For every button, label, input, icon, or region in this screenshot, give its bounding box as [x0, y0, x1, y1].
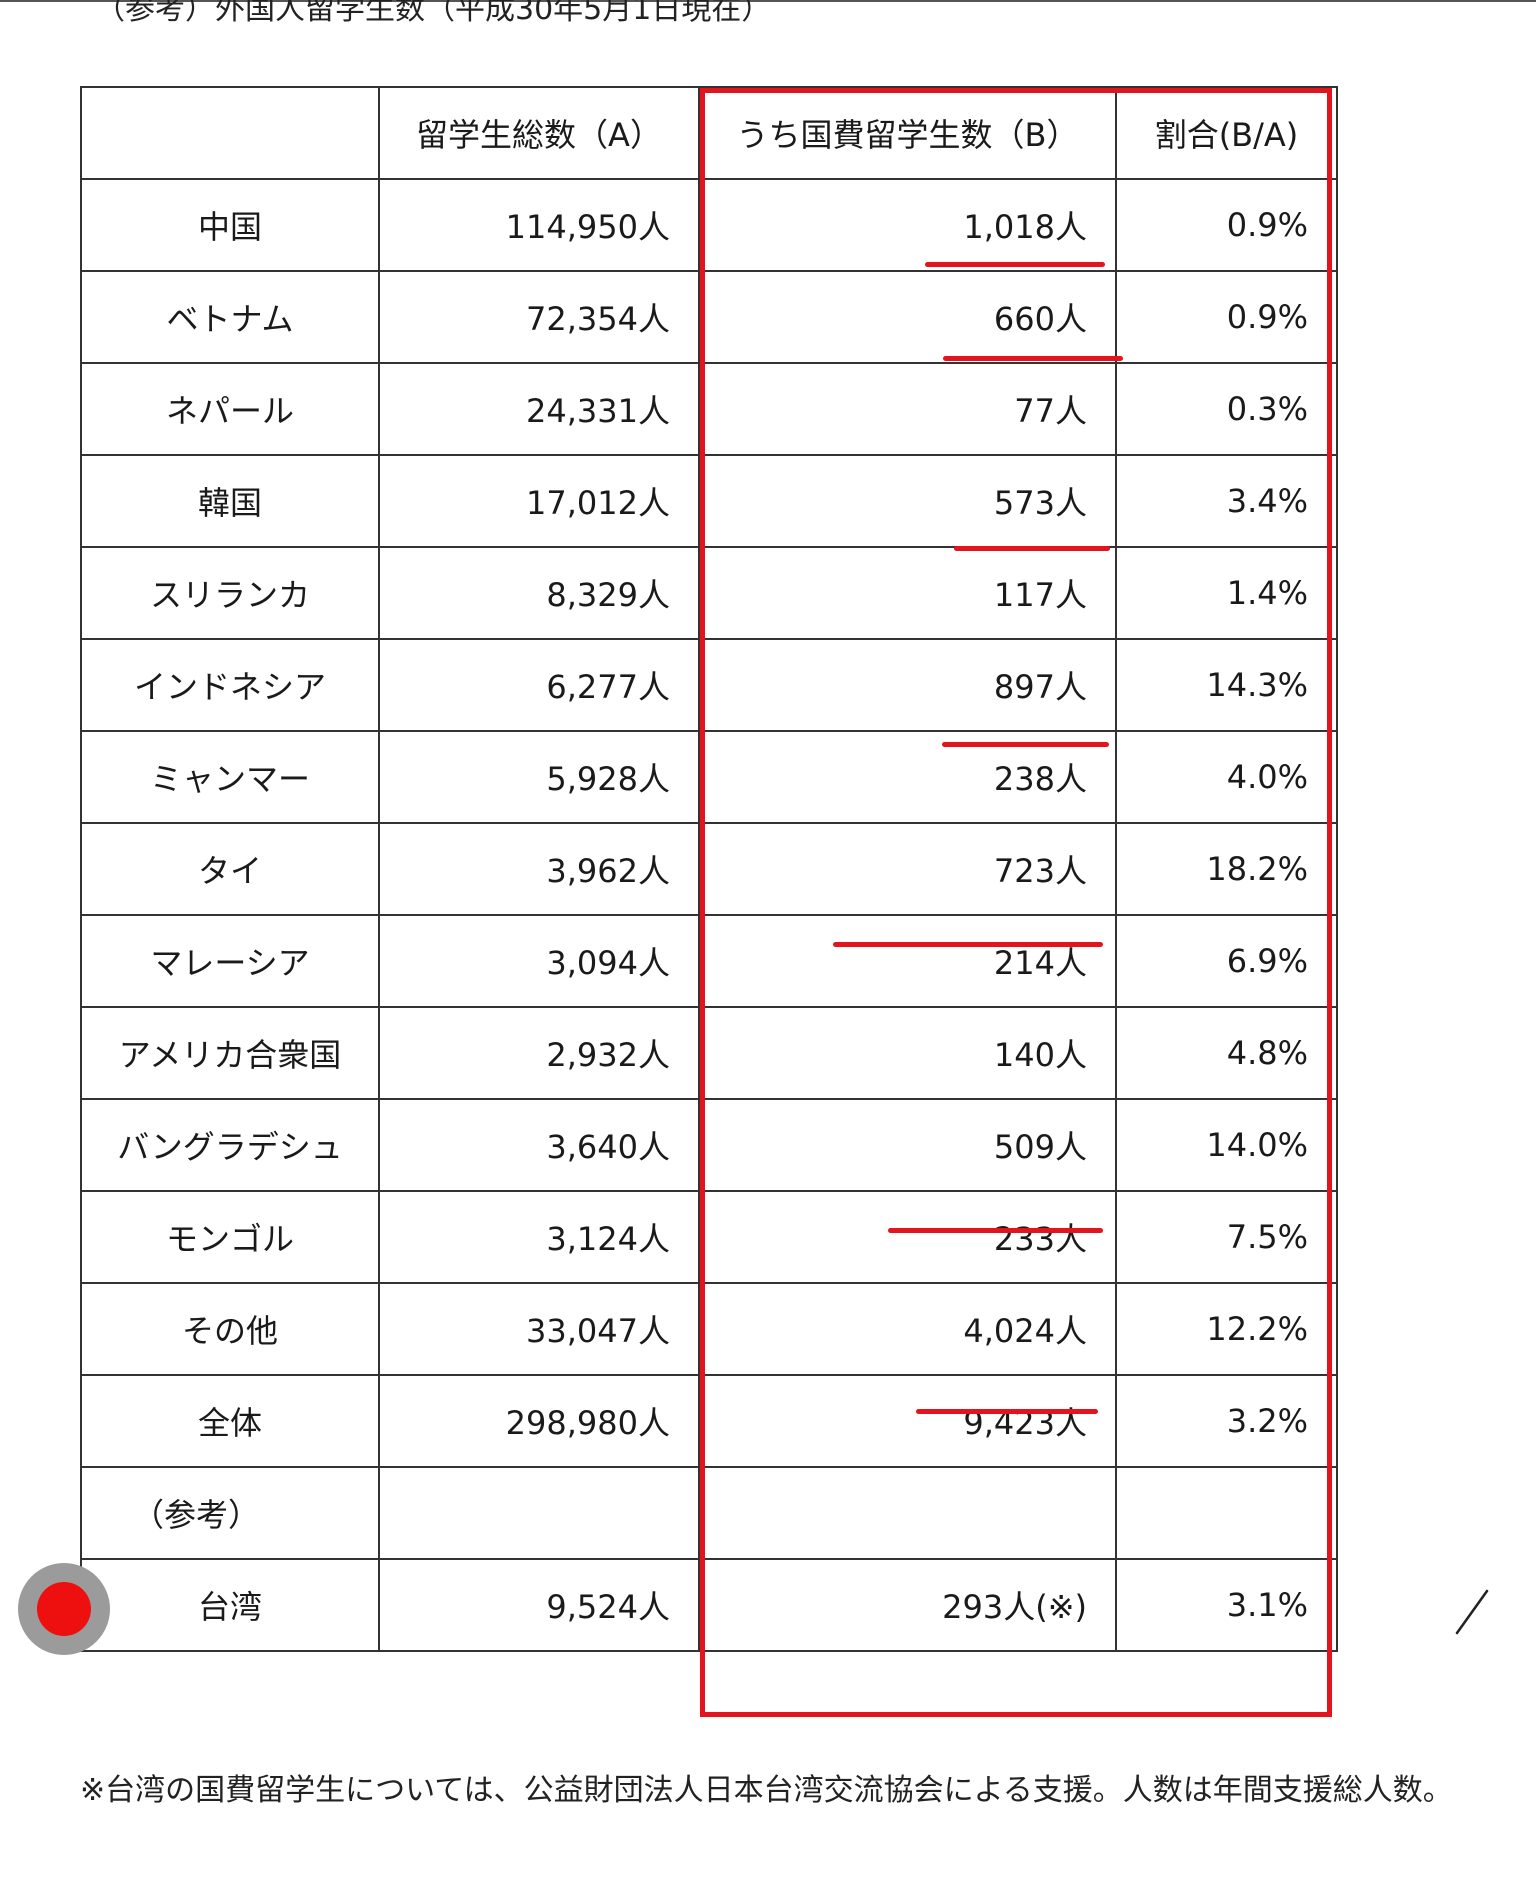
header-country: [80, 86, 380, 180]
header-govt-b: うち国費留学生数（B）: [698, 86, 1117, 180]
cell-govt-b: 233人: [698, 1190, 1117, 1284]
cell-ratio: 0.9%: [1115, 270, 1338, 364]
table-row: 韓国 17,012人 573人 3.4%: [80, 454, 1338, 548]
record-icon: [37, 1582, 91, 1636]
cell-govt-b: [698, 1466, 1117, 1560]
header-row: 留学生総数（A） うち国費留学生数（B） 割合(B/A): [80, 86, 1338, 180]
cell-country: （参考）: [80, 1466, 380, 1560]
table-row: ベトナム 72,354人 660人 0.9%: [80, 270, 1338, 364]
cell-ratio: [1115, 1466, 1338, 1560]
cell-govt-b: 4,024人: [698, 1282, 1117, 1376]
cell-country: その他: [80, 1282, 380, 1376]
cell-ratio: 0.9%: [1115, 178, 1338, 272]
table-row: （参考）: [80, 1466, 1338, 1560]
pen-stroke-icon[interactable]: [1454, 1588, 1490, 1636]
cell-ratio: 6.9%: [1115, 914, 1338, 1008]
cell-govt-b: 573人: [698, 454, 1117, 548]
cell-govt-b: 293人(※): [698, 1558, 1117, 1652]
cell-total-a: 3,094人: [378, 914, 700, 1008]
table-row: インドネシア 6,277人 897人 14.3%: [80, 638, 1338, 732]
cell-country: 全体: [80, 1374, 380, 1468]
cell-govt-b: 117人: [698, 546, 1117, 640]
underline-インドネシア: [942, 742, 1109, 747]
cell-govt-b: 897人: [698, 638, 1117, 732]
table-row: ミャンマー 5,928人 238人 4.0%: [80, 730, 1338, 824]
cell-ratio: 3.1%: [1115, 1558, 1338, 1652]
cell-ratio: 14.3%: [1115, 638, 1338, 732]
cell-total-a: 17,012人: [378, 454, 700, 548]
cell-ratio: 1.4%: [1115, 546, 1338, 640]
cell-country: インドネシア: [80, 638, 380, 732]
underline-バングラデシュ: [888, 1228, 1103, 1233]
cell-ratio: 18.2%: [1115, 822, 1338, 916]
underline-ベトナム: [943, 356, 1123, 361]
underline-中国: [925, 262, 1105, 267]
cell-country: タイ: [80, 822, 380, 916]
top-divider: [0, 0, 1536, 2]
table-row: 全体 298,980人 9,423人 3.2%: [80, 1374, 1338, 1468]
table-row: その他 33,047人 4,024人 12.2%: [80, 1282, 1338, 1376]
cell-govt-b: 509人: [698, 1098, 1117, 1192]
foreign-students-table: 留学生総数（A） うち国費留学生数（B） 割合(B/A) 中国 114,950人 1,01…: [80, 86, 1338, 1652]
cell-country: 台湾: [80, 1558, 380, 1652]
cell-govt-b: 214人: [698, 914, 1117, 1008]
cell-country: アメリカ合衆国: [80, 1006, 380, 1100]
underline-韓国: [954, 546, 1110, 551]
cell-ratio: 3.2%: [1115, 1374, 1338, 1468]
cell-country: バングラデシュ: [80, 1098, 380, 1192]
cell-ratio: 0.3%: [1115, 362, 1338, 456]
table-row: アメリカ合衆国 2,932人 140人 4.8%: [80, 1006, 1338, 1100]
header-total-a: 留学生総数（A）: [378, 86, 700, 180]
cell-total-a: 298,980人: [378, 1374, 700, 1468]
cell-govt-b: 723人: [698, 822, 1117, 916]
cell-govt-b: 660人: [698, 270, 1117, 364]
cell-total-a: 3,962人: [378, 822, 700, 916]
cell-country: ベトナム: [80, 270, 380, 364]
cell-ratio: 12.2%: [1115, 1282, 1338, 1376]
cell-total-a: [378, 1466, 700, 1560]
cell-total-a: 6,277人: [378, 638, 700, 732]
cell-country: ネパール: [80, 362, 380, 456]
cell-total-a: 72,354人: [378, 270, 700, 364]
header-ratio: 割合(B/A): [1115, 86, 1338, 180]
cell-total-a: 33,047人: [378, 1282, 700, 1376]
cell-ratio: 4.0%: [1115, 730, 1338, 824]
cell-country: 韓国: [80, 454, 380, 548]
table-row: モンゴル 3,124人 233人 7.5%: [80, 1190, 1338, 1284]
cell-govt-b: 1,018人: [698, 178, 1117, 272]
cell-total-a: 3,640人: [378, 1098, 700, 1192]
table-row: マレーシア 3,094人 214人 6.9%: [80, 914, 1338, 1008]
underline-タイ: [833, 942, 1103, 947]
cell-country: マレーシア: [80, 914, 380, 1008]
table-row: ネパール 24,331人 77人 0.3%: [80, 362, 1338, 456]
record-button[interactable]: [18, 1563, 110, 1655]
cell-country: 中国: [80, 178, 380, 272]
cell-ratio: 4.8%: [1115, 1006, 1338, 1100]
cell-total-a: 114,950人: [378, 178, 700, 272]
table-row: 台湾 9,524人 293人(※) 3.1%: [80, 1558, 1338, 1652]
cell-total-a: 24,331人: [378, 362, 700, 456]
cell-ratio: 14.0%: [1115, 1098, 1338, 1192]
cell-govt-b: 140人: [698, 1006, 1117, 1100]
underline-その他: [916, 1409, 1098, 1414]
cell-country: スリランカ: [80, 546, 380, 640]
table-row: 中国 114,950人 1,018人 0.9%: [80, 178, 1338, 272]
table-row: バングラデシュ 3,640人 509人 14.0%: [80, 1098, 1338, 1192]
table-row: スリランカ 8,329人 117人 1.4%: [80, 546, 1338, 640]
table-caption: （参考）外国人留学生数（平成30年5月1日現在）: [95, 0, 772, 27]
table-row: タイ 3,962人 723人 18.2%: [80, 822, 1338, 916]
cell-ratio: 7.5%: [1115, 1190, 1338, 1284]
cell-country: モンゴル: [80, 1190, 380, 1284]
cell-total-a: 9,524人: [378, 1558, 700, 1652]
cell-country: ミャンマー: [80, 730, 380, 824]
cell-total-a: 2,932人: [378, 1006, 700, 1100]
cell-govt-b: 77人: [698, 362, 1117, 456]
cell-total-a: 8,329人: [378, 546, 700, 640]
cell-total-a: 3,124人: [378, 1190, 700, 1284]
footnote: ※台湾の国費留学生については、公益財団法人日本台湾交流協会による支援。人数は年間…: [80, 1773, 1453, 1808]
cell-total-a: 5,928人: [378, 730, 700, 824]
cell-ratio: 3.4%: [1115, 454, 1338, 548]
cell-govt-b: 9,423人: [698, 1374, 1117, 1468]
